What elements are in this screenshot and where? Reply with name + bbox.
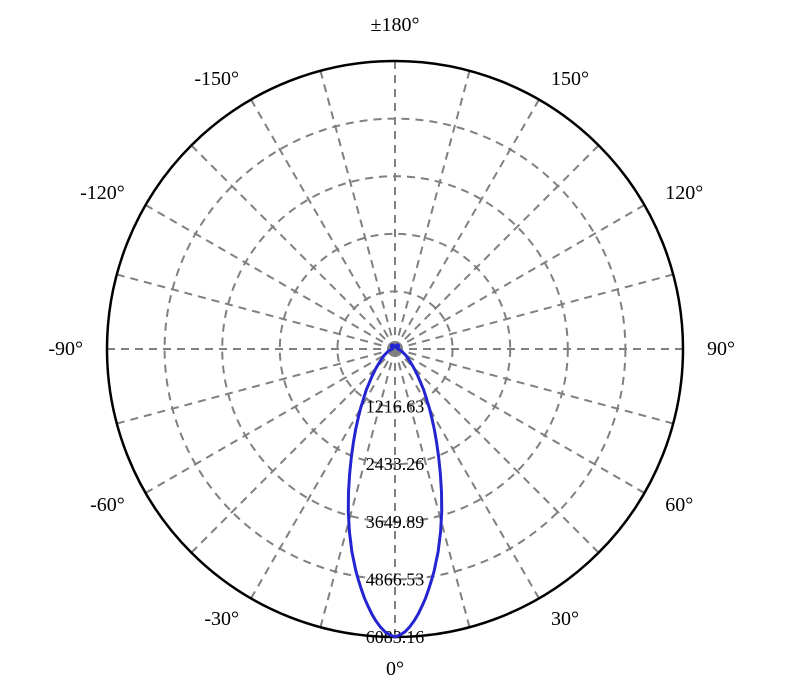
- angle-label: -60°: [90, 494, 125, 516]
- polar-chart: ±180° 150° 120° 90° 60° 30° 0° -30° -60° -90° -120…: [0, 0, 789, 697]
- angle-label: 60°: [665, 494, 693, 516]
- grid-spoke: [395, 349, 599, 553]
- grid-spoke: [191, 145, 395, 349]
- angle-label: 0°: [386, 658, 404, 680]
- grid-spoke: [395, 145, 599, 349]
- grid-spoke: [395, 100, 539, 349]
- grid-spoke: [117, 349, 395, 424]
- angle-label: -90°: [48, 338, 83, 360]
- radial-label: 3649.89: [366, 512, 425, 532]
- angle-label: -30°: [204, 608, 239, 630]
- grid-spoke: [146, 205, 395, 349]
- angle-label: -120°: [80, 182, 125, 204]
- grid-spoke: [117, 274, 395, 349]
- grid-spoke: [395, 349, 673, 424]
- polar-grid: [107, 61, 683, 637]
- angle-label: 150°: [551, 68, 589, 90]
- grid-spoke: [191, 349, 395, 553]
- radial-label: 1216.63: [366, 397, 425, 417]
- grid-spoke: [395, 205, 644, 349]
- radial-label: 2433.26: [366, 454, 425, 474]
- angle-label: 120°: [665, 182, 703, 204]
- angle-label: 90°: [707, 338, 735, 360]
- grid-spoke: [320, 71, 395, 349]
- radial-label: 4866.53: [366, 569, 425, 589]
- angle-label: ±180°: [371, 14, 420, 36]
- angle-label: -150°: [194, 68, 239, 90]
- grid-spoke: [251, 100, 395, 349]
- angle-label: 30°: [551, 608, 579, 630]
- grid-spoke: [395, 71, 470, 349]
- grid-spoke: [395, 274, 673, 349]
